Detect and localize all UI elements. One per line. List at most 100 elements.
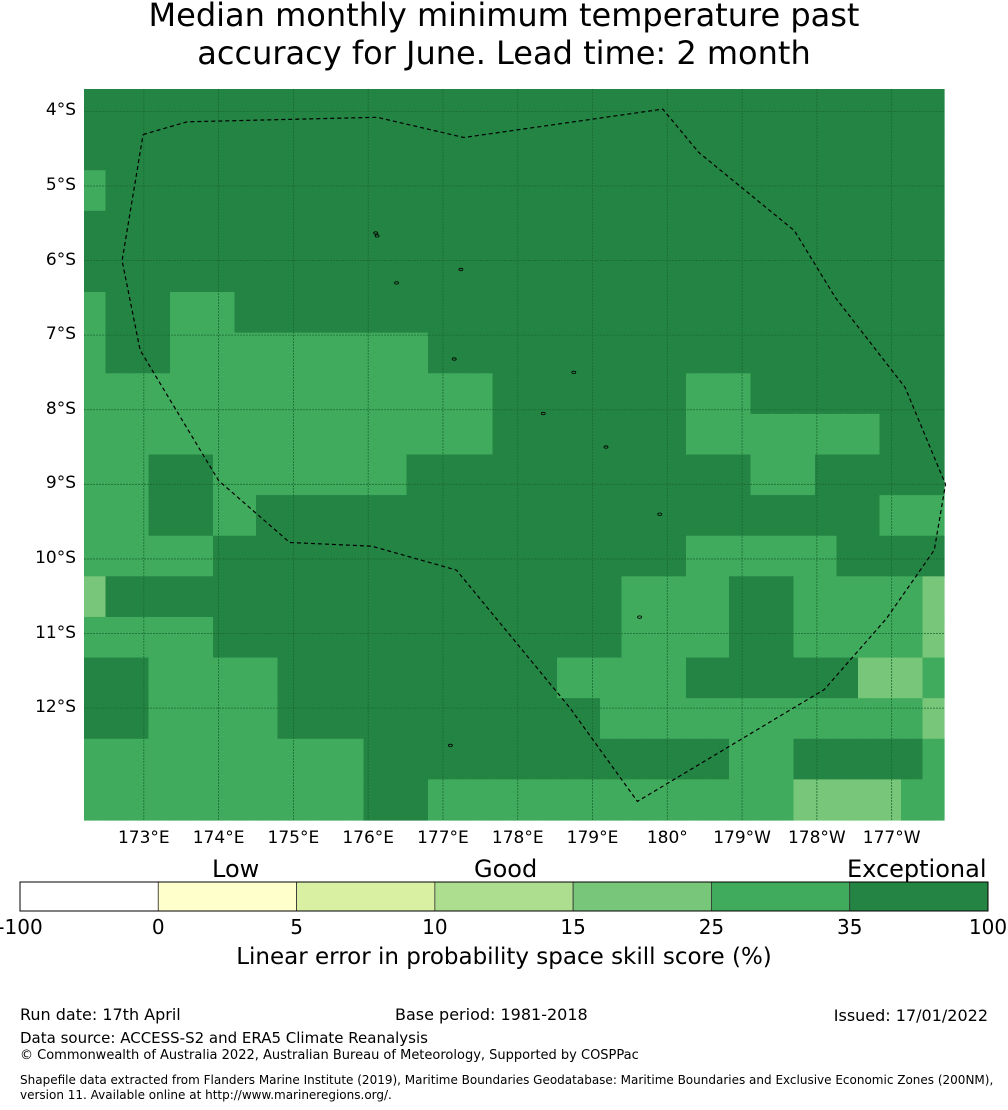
grid-cell <box>514 89 526 131</box>
grid-cell <box>514 657 526 699</box>
grid-cell <box>299 373 311 415</box>
grid-cell <box>363 210 375 253</box>
grid-cell <box>438 210 451 253</box>
grid-cell <box>815 698 827 740</box>
grid-cell <box>546 413 558 456</box>
grid-cell <box>653 251 666 293</box>
grid-cell <box>610 210 623 253</box>
grid-cell <box>782 373 795 415</box>
grid-cell <box>471 332 483 374</box>
grid-cell <box>299 576 311 618</box>
grid-cell <box>546 332 558 374</box>
grid-cell <box>524 129 537 171</box>
grid-cell <box>245 576 257 618</box>
grid-cell <box>632 698 644 740</box>
grid-cell <box>428 89 440 131</box>
grid-cell <box>374 89 386 131</box>
grid-cell <box>180 779 193 821</box>
grid-cell <box>137 251 150 293</box>
grid-cell <box>535 698 547 740</box>
grid-cell <box>643 779 655 821</box>
grid-cell <box>395 616 408 659</box>
grid-cell <box>438 413 451 456</box>
grid-cell <box>492 738 504 780</box>
grid-cell <box>245 170 257 212</box>
grid-cell <box>503 576 515 618</box>
grid-cell <box>481 89 494 131</box>
grid-cell <box>621 454 633 496</box>
grid-cell <box>632 495 644 537</box>
grid-cell <box>729 292 741 334</box>
grid-cell <box>331 413 343 456</box>
grid-cell <box>621 698 633 740</box>
grid-cell <box>277 495 289 537</box>
grid-cell <box>718 129 730 171</box>
grid-cell <box>901 292 913 334</box>
grid-cell <box>191 413 203 456</box>
grid-cell <box>395 454 408 496</box>
grid-cell <box>868 454 881 496</box>
grid-cell <box>578 535 590 577</box>
grid-cell <box>815 576 827 618</box>
grid-cell <box>922 332 934 374</box>
grid-cell <box>750 576 762 618</box>
grid-cell <box>836 251 848 293</box>
grid-cell <box>406 657 418 699</box>
grid-cell <box>772 576 784 618</box>
grid-cell <box>729 129 741 171</box>
grid-cell <box>352 738 365 780</box>
grid-cell <box>696 576 709 618</box>
grid-cell <box>621 495 633 537</box>
grid-cell <box>84 535 96 577</box>
grid-cell <box>815 535 827 577</box>
grid-cell <box>352 495 365 537</box>
grid-cell <box>578 454 590 496</box>
grid-cell <box>503 535 515 577</box>
grid-cell <box>84 779 96 821</box>
grid-cell <box>180 454 193 496</box>
grid-cell <box>879 576 891 618</box>
grid-cell <box>94 332 107 374</box>
grid-cell <box>557 495 569 537</box>
colorbar-tick-label: 25 <box>698 915 725 939</box>
grid-cell <box>395 535 408 577</box>
grid-cell <box>707 698 719 740</box>
grid-cell <box>266 129 279 171</box>
longitude-label: 173°E <box>117 828 170 848</box>
grid-cell <box>761 657 773 699</box>
grid-cell <box>825 129 838 171</box>
grid-cell <box>342 170 354 212</box>
grid-cell <box>557 170 569 212</box>
grid-cell <box>170 251 182 293</box>
grid-cell <box>836 210 848 253</box>
grid-cell <box>858 332 870 374</box>
grid-cell <box>374 170 386 212</box>
grid-cell <box>567 738 580 780</box>
grid-cell <box>148 251 160 293</box>
grid-cell <box>890 170 902 212</box>
grid-cell <box>847 292 859 334</box>
grid-cell <box>911 576 924 618</box>
grid-cell <box>105 779 117 821</box>
longitude-label: 176°E <box>342 828 395 848</box>
grid-cell <box>621 779 633 821</box>
grid-cell <box>449 413 461 456</box>
grid-cell <box>557 413 569 456</box>
grid-cell <box>567 779 580 821</box>
grid-cell <box>643 657 655 699</box>
grid-cell <box>342 332 354 374</box>
colorbar-title: Linear error in probability space skill … <box>236 944 772 970</box>
grid-cell <box>84 210 96 253</box>
grid-cell <box>492 495 504 537</box>
grid-cell <box>406 535 418 577</box>
grid-cell <box>438 576 451 618</box>
colorbar-segment <box>572 881 712 912</box>
grid-cell <box>675 251 687 293</box>
grid-cell <box>750 129 762 171</box>
grid-cell <box>686 89 698 131</box>
grid-cell <box>159 576 171 618</box>
grid-cell <box>600 129 612 171</box>
grid-cell <box>514 535 526 577</box>
grid-cell <box>342 779 354 821</box>
grid-cell <box>772 535 784 577</box>
